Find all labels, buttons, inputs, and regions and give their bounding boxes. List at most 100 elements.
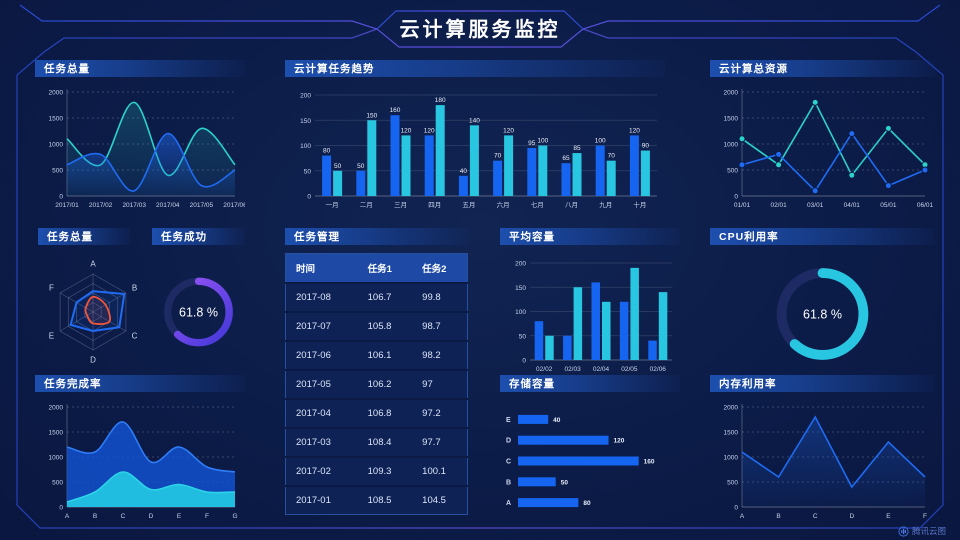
table-column-header: 时间 [285, 253, 358, 283]
svg-text:D: D [149, 513, 154, 520]
svg-text:61.8 %: 61.8 % [803, 308, 842, 322]
panel-title: 任务管理 [294, 231, 340, 243]
svg-text:140: 140 [469, 117, 480, 124]
svg-text:05/01: 05/01 [880, 202, 897, 209]
table-cell: 2017-02 [285, 456, 358, 486]
svg-text:150: 150 [300, 118, 311, 125]
table-row: 2017-05 106.2 97 [285, 369, 468, 399]
svg-text:2000: 2000 [724, 405, 739, 412]
svg-text:C: C [132, 332, 138, 341]
svg-text:120: 120 [401, 127, 412, 134]
table-cell: 104.5 [412, 485, 468, 515]
svg-text:D: D [849, 513, 854, 520]
table-cell: 2017-06 [285, 340, 358, 370]
svg-text:B: B [93, 513, 97, 520]
table-cell: 98.7 [412, 311, 468, 341]
svg-text:B: B [506, 479, 511, 486]
panel-header-cloud-total-resources: 云计算总资源 [710, 60, 935, 77]
task-completion-area-chart: 0 500 1000 1500 2000 A B C D E F G [49, 404, 238, 520]
svg-text:1500: 1500 [49, 116, 64, 123]
table-cell: 2017-07 [285, 311, 358, 341]
table-cell: 2017-05 [285, 369, 358, 399]
panel-cpu-utilization: CPU利用率 61.8 % [710, 228, 935, 374]
svg-text:200: 200 [300, 93, 311, 100]
cloud-total-resources-line-chart: 0 500 1000 1500 2000 01/01 02/01 03/01 04/01 05/0… [724, 89, 934, 209]
panel-title: 平均容量 [509, 231, 555, 243]
tasks-radar-chart: A B C D E F [49, 260, 138, 365]
table-cell: 109.3 [357, 456, 413, 486]
table-cell: 97.2 [412, 398, 468, 428]
panel-title: 任务总量 [44, 63, 90, 75]
svg-text:85: 85 [573, 145, 581, 152]
panel-title: 云计算任务趋势 [294, 63, 375, 75]
svg-text:40: 40 [460, 168, 468, 175]
svg-text:1500: 1500 [49, 430, 64, 437]
svg-text:02/02: 02/02 [536, 366, 553, 373]
svg-text:02/03: 02/03 [564, 366, 581, 373]
svg-text:D: D [90, 356, 96, 365]
svg-text:50: 50 [561, 479, 569, 486]
svg-text:2017/06: 2017/06 [223, 202, 245, 209]
panel-title: CPU利用率 [719, 231, 779, 243]
svg-text:1000: 1000 [49, 455, 64, 462]
panel-header-task-completion: 任务完成率 [35, 375, 245, 392]
table-cell: 99.8 [412, 282, 468, 312]
svg-text:100: 100 [300, 143, 311, 150]
svg-text:1500: 1500 [724, 430, 739, 437]
panel-title: 云计算总资源 [719, 63, 788, 75]
svg-text:06/01: 06/01 [917, 202, 934, 209]
svg-text:50: 50 [519, 333, 527, 340]
svg-text:500: 500 [52, 480, 63, 487]
svg-text:160: 160 [644, 459, 655, 466]
panel-header-cpu-utilization: CPU利用率 [710, 228, 935, 245]
panel-storage-capacity: 存储容量 E 40 D 120 C 160 B 50 A 80 [500, 375, 680, 521]
storage-capacity-hbar-chart: E 40 D 120 C 160 B 50 A 80 [506, 414, 655, 508]
svg-text:04/01: 04/01 [844, 202, 861, 209]
panel-title: 内存利用率 [719, 378, 777, 390]
svg-text:二月: 二月 [360, 201, 373, 209]
svg-text:500: 500 [727, 480, 738, 487]
panel-title: 存储容量 [509, 378, 555, 390]
panel-title: 任务成功 [161, 231, 207, 243]
panel-task-management: 任务管理 时间 任务1 任务2 2017-08 106.7 99.8 2017-07 105… [285, 228, 468, 515]
table-cell: 108.5 [357, 485, 413, 515]
table-cell: 106.7 [357, 282, 413, 312]
panel-cloud-task-trend: 云计算任务趋势 0 50 100 150 200 一月 二月 三月 四月 五月 六月 七月 八月 九月 十月… [285, 60, 665, 210]
avg-capacity-bar-chart: 0 50 100 150 200 02/02 02/03 02/04 02/05 02/06 [515, 261, 672, 373]
svg-text:2000: 2000 [49, 90, 64, 97]
panel-header-task-success: 任务成功 [152, 228, 245, 245]
svg-text:70: 70 [608, 153, 616, 160]
table-cell: 97.7 [412, 427, 468, 457]
table-cell: 2017-01 [285, 485, 358, 515]
svg-text:02/01: 02/01 [770, 202, 787, 209]
svg-text:2017/05: 2017/05 [190, 202, 214, 209]
svg-text:50: 50 [334, 163, 342, 170]
svg-text:A: A [65, 513, 70, 520]
panel-header-storage-capacity: 存储容量 [500, 375, 680, 392]
panel-header-cloud-task-trend: 云计算任务趋势 [285, 60, 665, 77]
task-table-head: 时间 任务1 任务2 [285, 253, 468, 283]
table-column-header: 任务2 [412, 253, 468, 283]
svg-text:七月: 七月 [531, 200, 544, 209]
brand-watermark: 腾讯云图 [898, 525, 946, 537]
memory-utilization-line-chart: 0 500 1000 1500 2000 A B C D E F [724, 404, 927, 520]
table-cell: 2017-08 [285, 282, 358, 312]
table-cell: 108.4 [357, 427, 413, 457]
svg-text:2017/01: 2017/01 [55, 202, 79, 209]
svg-text:六月: 六月 [497, 200, 510, 209]
svg-text:02/05: 02/05 [621, 366, 638, 373]
svg-text:03/01: 03/01 [807, 202, 824, 209]
svg-text:0: 0 [59, 194, 63, 201]
task-success-donut-chart: 61.8 % [164, 277, 233, 347]
svg-text:1500: 1500 [724, 116, 739, 123]
panel-header-task-management: 任务管理 [285, 228, 468, 245]
svg-text:2000: 2000 [49, 405, 64, 412]
svg-text:B: B [132, 284, 137, 293]
svg-text:C: C [506, 459, 511, 466]
table-cell: 106.2 [357, 369, 413, 399]
panel-header-avg-capacity: 平均容量 [500, 228, 680, 245]
panel-title: 任务总量 [47, 231, 93, 243]
svg-text:40: 40 [553, 417, 561, 424]
table-row: 2017-06 106.1 98.2 [285, 340, 468, 370]
svg-text:四月: 四月 [428, 201, 441, 209]
